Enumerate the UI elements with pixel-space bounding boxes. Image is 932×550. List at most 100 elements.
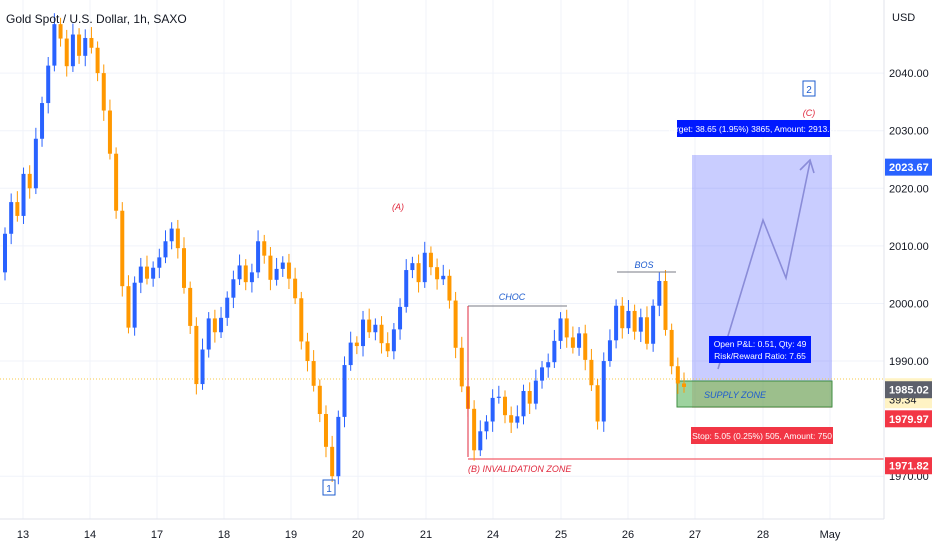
candle-body[interactable] [552, 340, 557, 363]
candle-body[interactable] [46, 65, 51, 104]
candle-body[interactable] [348, 342, 353, 366]
candle-body[interactable] [77, 34, 82, 56]
candle-body[interactable] [478, 431, 483, 451]
candle-body[interactable] [169, 228, 174, 242]
candle-body[interactable] [256, 241, 261, 273]
candle-body[interactable] [620, 305, 625, 329]
candle-body[interactable] [70, 34, 75, 67]
candle-body[interactable] [64, 38, 69, 67]
candle-body[interactable] [286, 262, 291, 279]
candle-body[interactable] [546, 362, 551, 368]
candle-body[interactable] [188, 287, 193, 326]
candle-body[interactable] [490, 397, 495, 422]
candle-body[interactable] [200, 349, 205, 385]
candle-body[interactable] [249, 272, 254, 283]
candle-body[interactable] [9, 202, 14, 234]
candle-body[interactable] [342, 365, 347, 417]
candle-body[interactable] [570, 337, 575, 348]
candle-body[interactable] [472, 408, 477, 451]
candle-body[interactable] [404, 270, 409, 307]
candle-body[interactable] [336, 416, 341, 477]
candle-body[interactable] [21, 173, 26, 216]
candle-body[interactable] [268, 255, 273, 280]
candle-body[interactable] [163, 241, 168, 258]
candle-body[interactable] [317, 385, 322, 415]
candle-body[interactable] [601, 361, 606, 422]
candle-body[interactable] [132, 282, 137, 328]
candle-body[interactable] [311, 361, 316, 386]
candle-body[interactable] [280, 262, 285, 269]
candle-body[interactable] [521, 390, 526, 417]
candle-body[interactable] [243, 265, 248, 283]
candle-body[interactable] [502, 396, 507, 416]
candle-body[interactable] [107, 110, 112, 154]
candle-body[interactable] [669, 329, 674, 367]
candle-body[interactable] [126, 286, 131, 328]
candle-body[interactable] [175, 228, 180, 249]
candle-body[interactable] [114, 153, 119, 211]
candle-body[interactable] [40, 103, 45, 139]
candle-body[interactable] [95, 47, 100, 74]
candle-body[interactable] [540, 367, 545, 381]
projection-path[interactable] [717, 161, 811, 370]
candle-body[interactable] [428, 252, 433, 268]
candle-body[interactable] [3, 233, 7, 273]
candle-body[interactable] [373, 324, 378, 333]
candle-body[interactable] [58, 24, 63, 39]
candle-body[interactable] [182, 248, 187, 288]
candle-body[interactable] [496, 396, 501, 398]
candle-body[interactable] [323, 414, 328, 447]
candle-body[interactable] [657, 280, 662, 306]
candle-body[interactable] [231, 279, 236, 298]
candle-body[interactable] [15, 202, 20, 216]
candle-body[interactable] [212, 318, 217, 333]
candle-body[interactable] [663, 280, 668, 330]
candle-body[interactable] [564, 318, 569, 338]
candle-body[interactable] [644, 317, 649, 344]
candle-body[interactable] [194, 325, 199, 385]
candle-body[interactable] [589, 359, 594, 386]
candle-body[interactable] [447, 275, 452, 301]
candle-body[interactable] [459, 347, 464, 387]
time-axis[interactable]: 13 14 17 18 19 20 21 24 25 26 27 28 May [17, 529, 841, 541]
candle-body[interactable] [379, 324, 384, 344]
candle-body[interactable] [237, 265, 242, 280]
candle-body[interactable] [274, 268, 279, 280]
candle-body[interactable] [299, 298, 304, 342]
candle-body[interactable] [262, 241, 267, 256]
candle-body[interactable] [527, 390, 532, 404]
candle-body[interactable] [435, 267, 440, 280]
candle-body[interactable] [89, 37, 94, 48]
candle-body[interactable] [595, 385, 600, 422]
candle-body[interactable] [632, 310, 637, 332]
candle-body[interactable] [682, 383, 686, 387]
candle-body[interactable] [138, 266, 143, 283]
price-axis[interactable]: 2040.00 2030.00 2020.00 2010.00 2000.00 1990.… [889, 68, 929, 483]
candle-body[interactable] [626, 310, 631, 329]
candle-body[interactable] [101, 73, 106, 111]
candle-body[interactable] [533, 380, 538, 404]
candle-body[interactable] [27, 173, 32, 189]
candle-body[interactable] [151, 267, 156, 279]
candle-body[interactable] [607, 340, 612, 362]
candle-body[interactable] [52, 24, 57, 66]
candle-body[interactable] [120, 210, 125, 287]
candle-body[interactable] [558, 318, 563, 341]
candle-body[interactable] [509, 415, 514, 423]
candle-body[interactable] [225, 297, 230, 318]
candle-body[interactable] [638, 317, 643, 332]
candle-body[interactable] [453, 300, 458, 348]
candle-body[interactable] [385, 343, 390, 352]
candle-body[interactable] [33, 138, 38, 189]
candle-body[interactable] [293, 278, 298, 299]
candle-body[interactable] [484, 421, 489, 432]
candle-body[interactable] [583, 333, 588, 360]
candle-body[interactable] [391, 329, 396, 352]
candle-body[interactable] [416, 263, 421, 283]
candle-body[interactable] [651, 305, 656, 344]
candle-body[interactable] [577, 333, 582, 348]
candle-body[interactable] [330, 446, 335, 477]
candle-body[interactable] [83, 37, 88, 56]
candle-body[interactable] [422, 252, 427, 283]
